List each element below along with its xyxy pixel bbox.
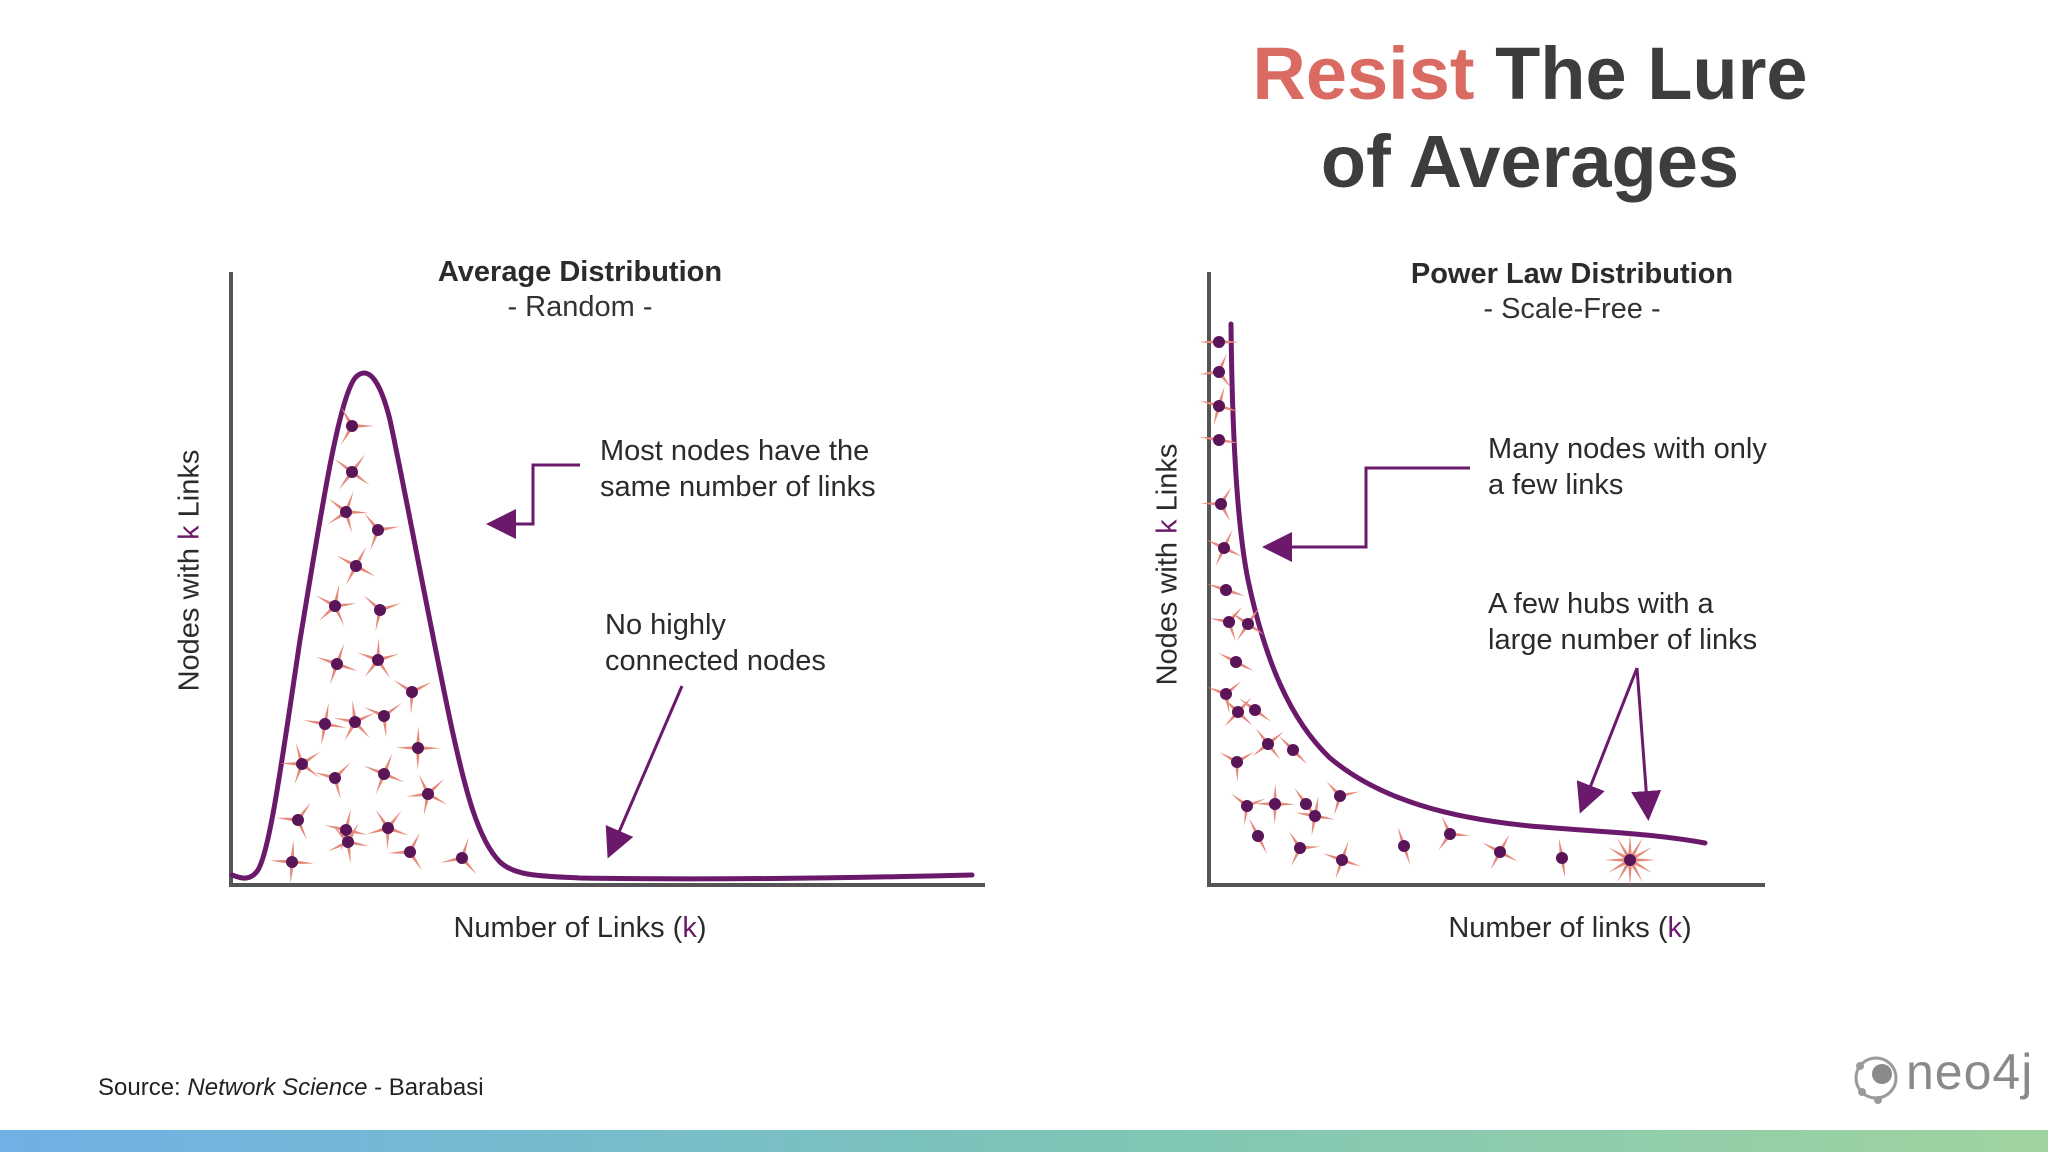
source-citation: Source: Network Science - Barabasi	[98, 1074, 484, 1101]
node-star-icon	[1248, 818, 1268, 854]
node-star-icon	[1207, 681, 1242, 714]
left-annotation-no-hubs: No highly connected nodes	[605, 609, 826, 677]
left-node-cluster	[270, 406, 477, 884]
node-star-icon	[393, 680, 432, 714]
node-star-icon	[1231, 607, 1265, 641]
left-x-axis-label: Number of Links (k)	[453, 912, 707, 944]
node-star-icon	[1438, 815, 1470, 851]
node-star-icon	[1326, 781, 1360, 816]
right-arrow-hub-1	[1576, 667, 1639, 814]
node-star-icon	[1199, 386, 1239, 426]
node-star-icon	[363, 703, 402, 738]
title-rest: The Lure	[1474, 32, 1808, 115]
node-star-icon	[1238, 698, 1272, 722]
node-star-icon	[1209, 606, 1243, 641]
node-star-icon	[1252, 728, 1284, 760]
node-star-icon	[1482, 834, 1518, 870]
node-star-icon	[334, 454, 370, 490]
node-star-icon	[333, 700, 375, 742]
node-star-icon	[328, 822, 370, 864]
right-annotation-few-hubs: A few hubs with a large number of links	[1488, 588, 1758, 656]
node-star-icon	[363, 595, 401, 632]
footer-gradient-bar	[0, 1130, 2048, 1152]
node-star-icon	[1205, 529, 1243, 567]
node-star-icon	[396, 726, 440, 770]
node-star-icon	[1556, 838, 1568, 878]
node-star-icon	[1201, 487, 1232, 522]
node-star-icon	[1255, 784, 1295, 824]
right-node-cluster	[1199, 336, 1656, 886]
left-chart-title: Average Distribution	[437, 256, 723, 288]
node-star-icon	[1199, 353, 1232, 388]
node-star-icon	[357, 638, 400, 679]
left-axes	[229, 272, 985, 887]
right-annotation-many-nodes: Many nodes with only a few links	[1488, 433, 1767, 501]
node-star-icon	[1278, 735, 1308, 765]
node-star-icon	[1218, 652, 1254, 672]
node-star-icon	[364, 512, 400, 551]
right-chart-subtitle: - Scale-Free -	[1483, 293, 1661, 325]
node-star-icon	[388, 832, 422, 871]
title-line2: of Averages	[1320, 120, 1740, 203]
node-star-icon	[280, 742, 321, 785]
left-chart-subtitle: - Random -	[507, 291, 653, 323]
right-x-axis-label: Number of links (k)	[1448, 912, 1692, 944]
node-star-icon	[313, 762, 351, 800]
node-star-icon	[1223, 697, 1253, 727]
node-star-icon	[276, 802, 311, 841]
left-annotation-most-nodes: Most nodes have the same number of links	[600, 435, 876, 503]
node-star-icon	[316, 643, 358, 685]
node-star-icon	[1199, 434, 1239, 446]
node-star-icon	[341, 406, 374, 446]
node-star-icon	[406, 774, 448, 816]
node-star-icon	[1206, 583, 1246, 597]
node-star-icon	[327, 491, 368, 534]
right-chart-title: Power Law Distribution	[1410, 258, 1734, 290]
right-arrow-many-nodes	[1262, 466, 1470, 562]
title-accent: Resist	[1252, 32, 1475, 115]
node-star-icon	[1295, 796, 1335, 836]
page-title: Resist The Lure of Averages	[1180, 30, 1880, 206]
node-star-icon	[366, 809, 409, 850]
node-star-icon	[270, 840, 314, 884]
neo4j-logo-text: neo4j	[1906, 1044, 2034, 1100]
node-star-icon	[1397, 826, 1411, 866]
node-star-icon	[1604, 834, 1656, 886]
neo4j-logo-icon	[1854, 1056, 1898, 1104]
node-star-icon	[1231, 793, 1266, 826]
node-star-icon	[1219, 751, 1255, 782]
node-star-icon	[315, 584, 357, 626]
right-axes	[1207, 272, 1765, 887]
node-star-icon	[363, 753, 405, 795]
left-arrow-most-nodes	[486, 463, 580, 539]
node-star-icon	[336, 546, 376, 586]
node-star-icon	[303, 702, 347, 746]
right-power-law-curve	[1228, 321, 1708, 846]
node-star-icon	[1323, 841, 1361, 879]
node-star-icon	[1288, 831, 1320, 866]
node-star-icon	[1199, 336, 1239, 348]
left-bell-curve	[229, 370, 975, 882]
node-star-icon	[440, 837, 477, 875]
left-arrow-no-hubs	[605, 685, 684, 859]
right-arrow-hub-2	[1631, 667, 1662, 821]
